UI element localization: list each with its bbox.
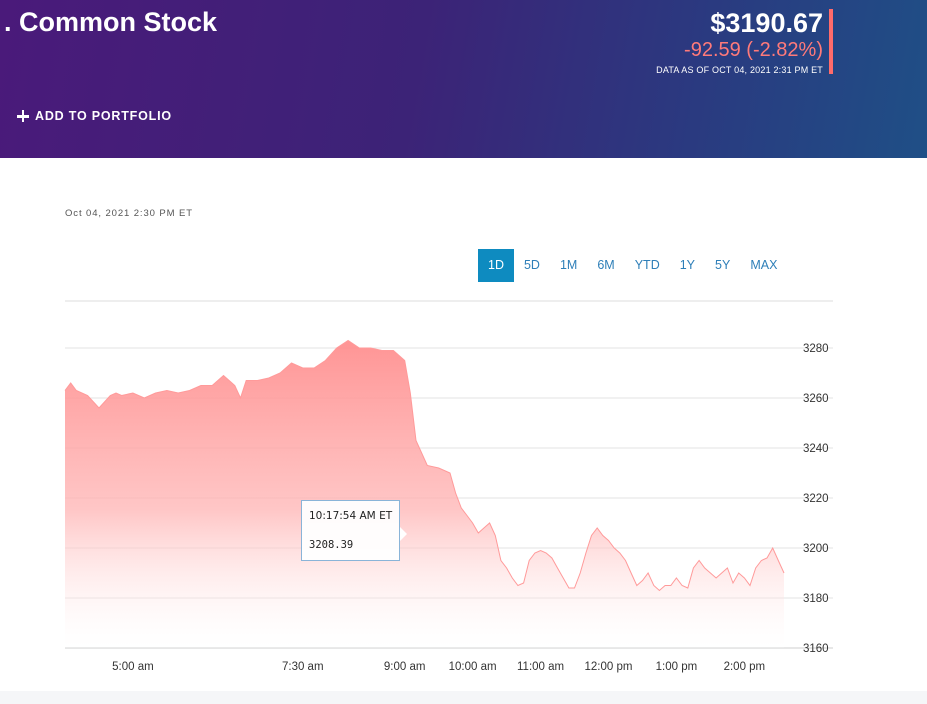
y-tick-label: 3160 [803, 643, 829, 655]
x-tick-label: 1:00 pm [656, 661, 698, 673]
add-to-portfolio-label: ADD TO PORTFOLIO [35, 109, 172, 123]
add-to-portfolio-button[interactable]: ADD TO PORTFOLIO [17, 109, 172, 123]
range-button-5y[interactable]: 5Y [715, 258, 731, 272]
data-as-of: DATA AS OF OCT 04, 2021 2:31 PM ET [656, 65, 823, 75]
range-button-1d[interactable]: 1D [478, 249, 514, 282]
range-button-ytd[interactable]: YTD [634, 258, 660, 272]
x-tick-label: 10:00 am [449, 661, 497, 673]
price-block: $3190.67 -92.59 (-2.82%) DATA AS OF OCT … [656, 8, 823, 77]
x-tick-label: 5:00 am [112, 661, 154, 673]
price-line-series [64, 339, 785, 592]
range-button-max[interactable]: MAX [750, 258, 778, 272]
y-tick-label: 3280 [803, 343, 829, 355]
y-tick-label: 3200 [803, 543, 829, 555]
stock-title: . Common Stock [4, 7, 218, 37]
price-change-indicator-bar [829, 9, 833, 74]
x-tick-label: 2:00 pm [724, 661, 766, 673]
y-tick-label: 3240 [803, 443, 829, 455]
x-tick-label: 12:00 pm [585, 661, 633, 673]
price-change: -92.59 (-2.82%) [684, 39, 823, 61]
range-button-5d[interactable]: 5D [523, 258, 540, 272]
tooltip-value: 3208.39 [309, 539, 354, 551]
plus-icon [17, 110, 29, 122]
x-tick-label: 9:00 am [384, 661, 426, 673]
chart-timestamp: Oct 04, 2021 2:30 PM ET [65, 208, 193, 219]
x-tick-label: 11:00 am [517, 661, 564, 673]
y-tick-label: 3180 [803, 593, 829, 605]
chart-tooltip: 10:17:54 AM ET 3208.39 [301, 500, 407, 561]
range-button-1y[interactable]: 1Y [679, 258, 696, 272]
range-button-1m[interactable]: 1M [559, 258, 578, 272]
range-button-6m[interactable]: 6M [597, 258, 615, 272]
stock-header: . Common Stock $3190.67 -92.59 (-2.82%) … [0, 0, 927, 158]
x-tick-label: 7:30 am [282, 661, 324, 673]
time-range-selector: 1D 5D 1M 6M YTD 1Y 5Y MAX [478, 249, 787, 282]
y-tick-label: 3260 [803, 393, 829, 405]
tooltip-time: 10:17:54 AM ET [309, 510, 393, 522]
page-footer-strip [0, 691, 927, 704]
price-area-series[interactable] [65, 340, 784, 649]
y-tick-label: 3220 [803, 493, 829, 505]
current-price: $3190.67 [710, 8, 823, 38]
